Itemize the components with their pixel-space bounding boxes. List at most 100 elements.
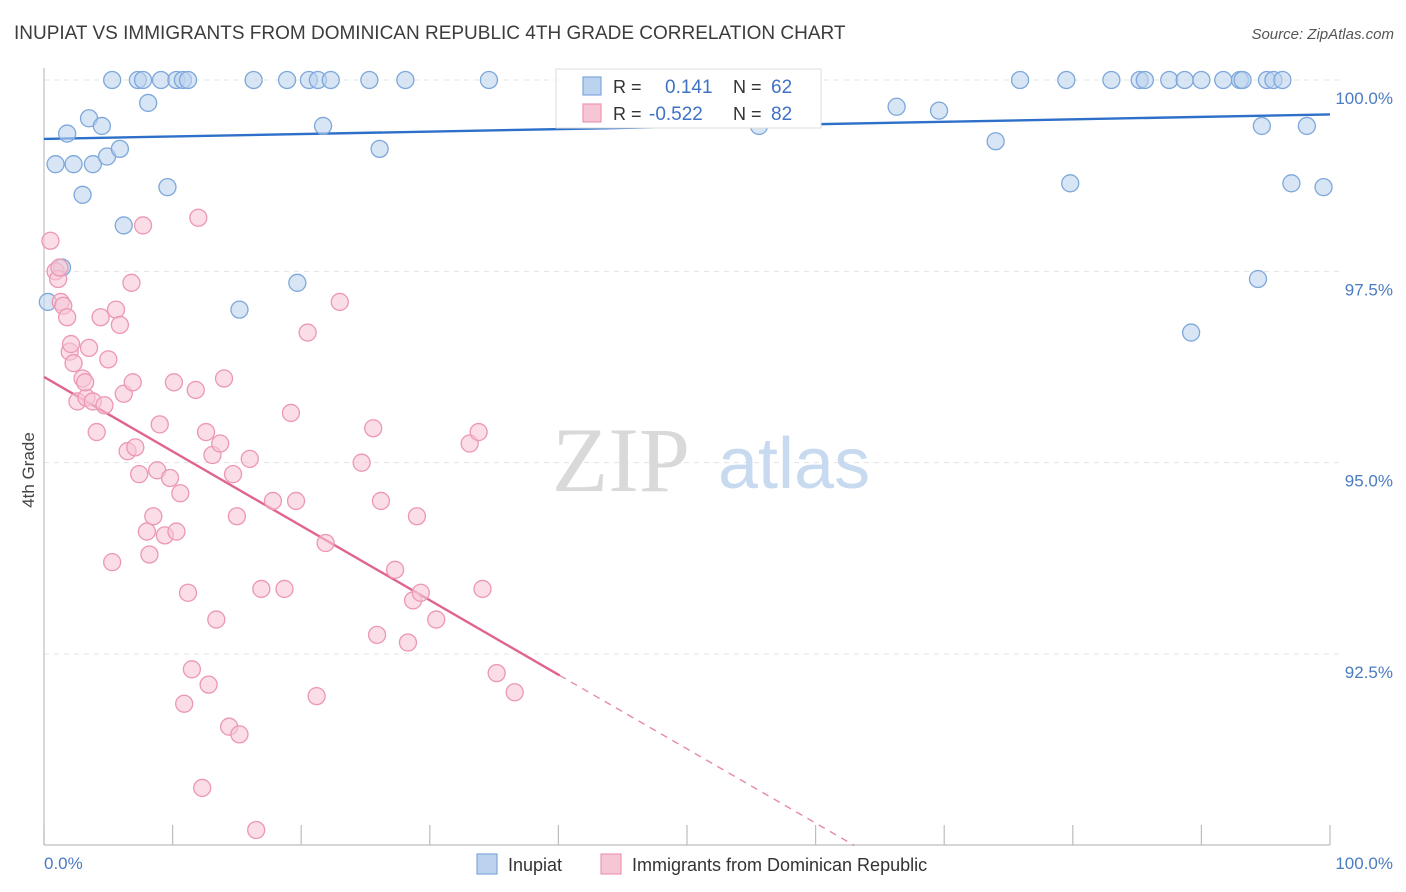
point-series-0-27	[321, 70, 340, 90]
chart-title: INUPIAT VS IMMIGRANTS FROM DOMINICAN REP…	[14, 23, 846, 44]
point-series-0-21	[230, 300, 249, 319]
point-series-1-50	[227, 507, 247, 526]
stats-box: R = 0.141 N = 62 R = -0.522 N = 82	[555, 68, 822, 129]
stats-n-value-dominican: 82	[771, 104, 792, 125]
point-series-1-43	[199, 675, 218, 694]
point-series-1-64	[364, 419, 383, 438]
point-series-1-5	[57, 308, 77, 327]
point-series-1-47	[214, 369, 234, 388]
point-series-1-53	[247, 820, 266, 840]
point-series-0-54	[1252, 116, 1271, 136]
point-series-1-11	[79, 338, 99, 358]
point-series-1-55	[263, 491, 283, 511]
point-series-0-29	[370, 139, 389, 159]
point-series-0-40	[986, 132, 1005, 151]
point-series-1-60	[307, 686, 326, 706]
legend: Inupiat Immigrants from Dominican Republ…	[476, 853, 927, 875]
point-series-1-35	[171, 484, 190, 503]
legend-swatch-dominican	[600, 853, 622, 875]
point-series-0-42	[1057, 70, 1076, 90]
watermark: ZIP atlas	[552, 409, 870, 511]
point-series-1-16	[99, 350, 118, 369]
point-series-0-49	[1181, 323, 1201, 342]
stats-r-label-dominican: R =	[613, 104, 642, 124]
point-series-0-4	[73, 185, 92, 204]
point-series-0-14	[139, 93, 158, 113]
point-series-0-47	[1160, 70, 1179, 90]
point-series-1-72	[427, 610, 446, 629]
point-series-0-1	[46, 155, 65, 174]
watermark-zip: ZIP	[552, 409, 690, 511]
stats-swatch-dominican	[582, 103, 602, 123]
point-series-1-54	[252, 579, 271, 599]
point-series-1-70	[407, 507, 427, 526]
point-series-1-78	[61, 334, 81, 354]
point-series-1-63	[352, 453, 371, 472]
stats-n-label-inupiat: N =	[733, 77, 762, 97]
point-series-1-7	[64, 354, 83, 373]
point-series-0-48	[1175, 70, 1194, 90]
stats-r-value-inupiat: 0.141	[665, 77, 713, 98]
point-series-1-49	[223, 464, 243, 484]
y-tick-label-3: 100.0%	[1335, 89, 1393, 108]
point-series-0-51	[1214, 70, 1233, 90]
point-series-1-39	[186, 380, 205, 400]
point-series-0-22	[244, 70, 263, 90]
point-series-0-7	[92, 116, 112, 136]
point-series-1-80	[50, 258, 69, 277]
point-series-1-32	[160, 468, 180, 488]
point-series-1-75	[473, 579, 492, 599]
point-series-1-74	[469, 422, 488, 442]
point-series-1-23	[126, 438, 145, 457]
point-series-0-19	[178, 70, 198, 90]
point-series-0-9	[103, 70, 122, 90]
point-series-1-62	[330, 292, 349, 312]
point-series-0-38	[887, 97, 906, 116]
point-series-1-56	[275, 579, 294, 599]
point-series-0-31	[288, 273, 307, 292]
point-series-0-11	[114, 216, 133, 235]
trend-line-extension-series-1	[559, 674, 855, 846]
point-series-0-13	[133, 70, 153, 90]
point-series-0-57	[1273, 70, 1292, 90]
point-series-0-44	[1102, 70, 1121, 90]
point-series-1-51	[230, 725, 249, 744]
stats-n-value-inupiat: 62	[771, 77, 792, 98]
point-series-1-81	[76, 373, 95, 392]
point-series-1-17	[103, 553, 122, 572]
axes	[43, 68, 1331, 846]
point-series-0-10	[110, 139, 130, 159]
point-series-1-59	[298, 323, 317, 342]
point-series-0-41	[1010, 70, 1030, 90]
x-tick-label-left: 0.0%	[44, 854, 83, 873]
y-tick-label-0: 92.5%	[1345, 663, 1393, 682]
point-series-1-36	[175, 694, 194, 713]
point-series-0-61	[1233, 70, 1252, 90]
point-series-0-16	[158, 177, 177, 197]
point-series-0-30	[396, 70, 415, 90]
point-series-0-6	[83, 155, 103, 174]
point-series-0-39	[929, 101, 949, 120]
point-series-1-57	[281, 403, 301, 423]
point-series-1-76	[487, 663, 506, 683]
point-series-0-23	[277, 70, 297, 90]
point-series-1-38	[182, 660, 202, 679]
y-tick-labels: 92.5% 95.0% 97.5% 100.0%	[1335, 89, 1393, 682]
point-series-1-0	[41, 231, 60, 250]
point-series-1-79	[123, 373, 142, 392]
point-series-1-19	[110, 315, 130, 335]
point-series-1-52	[240, 449, 259, 468]
legend-swatch-inupiat	[476, 853, 498, 875]
chart-source: Source: ZipAtlas.com	[1251, 26, 1394, 43]
point-series-0-28	[360, 70, 379, 90]
stats-r-value-dominican: -0.522	[649, 104, 703, 125]
point-series-0-26	[313, 116, 333, 136]
stats-n-label-dominican: N =	[733, 104, 762, 124]
gridlines	[44, 79, 1340, 655]
point-series-1-68	[398, 633, 418, 652]
point-series-1-26	[137, 522, 157, 541]
point-series-1-40	[189, 208, 208, 227]
point-series-1-25	[133, 216, 153, 235]
point-series-0-58	[1282, 174, 1301, 193]
